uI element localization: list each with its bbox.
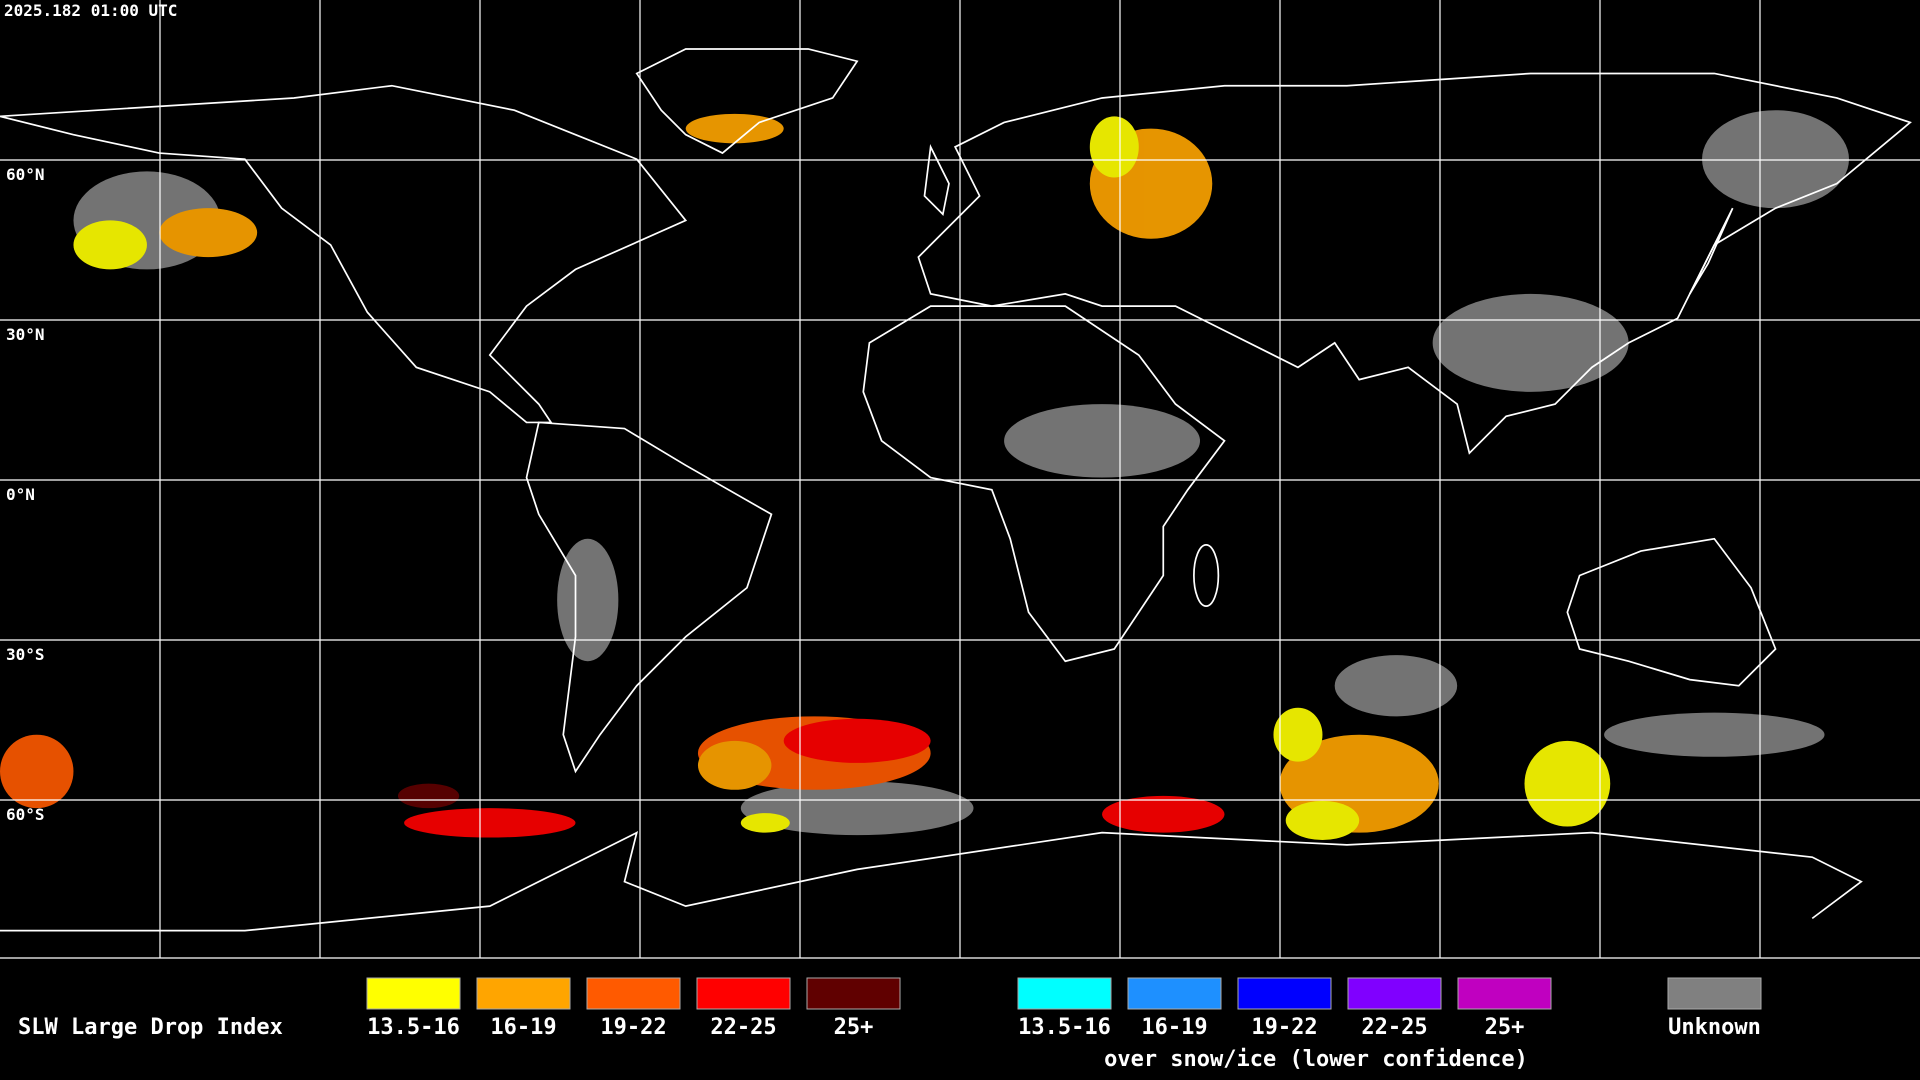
legend: SLW Large Drop Index over snow/ice (lowe…: [18, 977, 1762, 1072]
legend-label: 25+: [1485, 1015, 1525, 1040]
legend-swatch: [696, 977, 791, 1010]
legend-title: SLW Large Drop Index: [18, 1015, 283, 1040]
legend-swatch: [806, 977, 901, 1010]
latitude-label: 60°N: [6, 165, 45, 184]
legend-label: 19-22: [1251, 1015, 1317, 1040]
legend-swatch: [1667, 977, 1762, 1010]
graticule: [0, 0, 1920, 959]
latitude-label: 30°N: [6, 325, 45, 344]
coastlines: [0, 48, 1912, 932]
latitude-label: 0°N: [6, 485, 35, 504]
legend-label: Unknown: [1668, 1015, 1761, 1040]
legend-label: 13.5-16: [1018, 1015, 1111, 1040]
latitude-label: 30°S: [6, 645, 45, 664]
legend-swatch: [1017, 977, 1112, 1010]
legend-note: over snow/ice (lower confidence): [1104, 1047, 1528, 1072]
legend-label: 16-19: [1141, 1015, 1207, 1040]
legend-label: 19-22: [600, 1015, 666, 1040]
legend-label: 25+: [834, 1015, 874, 1040]
legend-label: 16-19: [490, 1015, 556, 1040]
legend-label: 22-25: [710, 1015, 776, 1040]
legend-swatch: [1127, 977, 1222, 1010]
legend-label: 13.5-16: [367, 1015, 460, 1040]
map-layer: [0, 48, 1912, 932]
imagery: [0, 110, 1849, 841]
legend-swatch: [476, 977, 571, 1010]
legend-swatch: [1457, 977, 1552, 1010]
timestamp: 2025.182 01:00 UTC: [4, 1, 177, 20]
legend-swatch: [1347, 977, 1442, 1010]
legend-swatch: [586, 977, 681, 1010]
latitude-label: 60°S: [6, 805, 45, 824]
legend-swatch: [1237, 977, 1332, 1010]
legend-label: 22-25: [1361, 1015, 1427, 1040]
legend-swatch: [366, 977, 461, 1010]
